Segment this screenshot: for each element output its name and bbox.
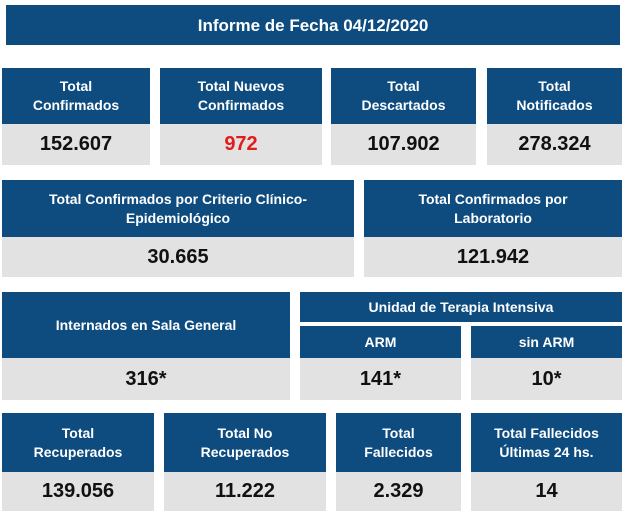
text: Informe de Fecha 04/12/2020	[197, 15, 429, 35]
card-value: 278.324	[487, 124, 622, 165]
text: 152.607	[39, 133, 113, 155]
text: 30.665	[147, 245, 209, 268]
card-header: Total Recuperados	[2, 413, 154, 472]
text: 972	[224, 133, 258, 155]
card-value: 139.056	[2, 472, 154, 511]
card-value: 107.902	[331, 124, 476, 165]
card-header: sin ARM	[471, 326, 622, 358]
card-value: 10*	[471, 358, 622, 400]
card-value: 972	[160, 124, 322, 165]
text: Total Confirmados por Criterio Clínico-	[49, 190, 307, 207]
title-bar: Informe de Fecha 04/12/2020	[6, 5, 620, 45]
card-value: 11.222	[164, 472, 326, 511]
text: Epidemiológico	[125, 209, 231, 226]
text: Recuperados	[200, 443, 290, 460]
card-header: Total Descartados	[331, 68, 476, 124]
text: Unidad de Terapia Intensiva	[368, 298, 554, 315]
uti-header: Unidad de Terapia Intensiva	[300, 292, 622, 322]
text: Recuperados	[33, 443, 123, 460]
card-header: Total No Recuperados	[164, 413, 326, 472]
text: Total	[387, 78, 420, 94]
text: 141*	[359, 367, 402, 390]
card-value: 30.665	[2, 237, 354, 277]
text: 139.056	[41, 480, 115, 502]
text: 278.324	[518, 133, 591, 155]
card-value: 14	[471, 472, 622, 511]
card-header: Total Fallecidos	[336, 413, 461, 472]
card-value: 316*	[2, 358, 290, 400]
text: 10*	[531, 367, 562, 390]
card-header: Total Notificados	[487, 68, 622, 124]
text: Internados en Sala General	[55, 316, 237, 333]
text: Total Confirmados por	[418, 190, 568, 207]
card-header: Total Confirmados por Criterio Clínico- E…	[2, 180, 354, 237]
card-header: Total Confirmados por Laboratorio	[364, 180, 622, 237]
card-value: 2.329	[336, 472, 461, 511]
text: Fallecidos	[364, 443, 433, 460]
text: 107.902	[367, 133, 440, 155]
text: Últimas 24 hs.	[499, 443, 594, 460]
text: Confirmados	[32, 97, 120, 113]
card-header: Internados en Sala General	[2, 292, 290, 358]
text: sin ARM	[518, 333, 575, 350]
text: Confirmados	[197, 97, 285, 113]
text: Total	[59, 78, 93, 94]
text: Total	[538, 78, 571, 94]
text: Descartados	[361, 97, 446, 113]
text: Total Fallecidos	[494, 424, 599, 441]
text: 2.329	[373, 480, 424, 502]
card-value: 141*	[300, 358, 461, 400]
text: 14	[535, 480, 558, 502]
text: 121.942	[456, 245, 530, 268]
text: Total	[61, 424, 95, 441]
text: 316*	[125, 367, 167, 390]
text: Notificados	[516, 97, 593, 113]
card-header: ARM	[300, 326, 461, 358]
card-header: Total Confirmados	[2, 68, 150, 124]
card-header: Total Nuevos Confirmados	[160, 68, 322, 124]
card-header: Total Fallecidos Últimas 24 hs.	[471, 413, 622, 472]
text: Total Nuevos	[197, 78, 285, 94]
text: Total No	[217, 424, 273, 441]
card-value: 152.607	[2, 124, 150, 165]
text: Laboratorio	[454, 209, 532, 226]
text: ARM	[364, 333, 397, 350]
card-value: 121.942	[364, 237, 622, 277]
text: Total	[382, 424, 415, 441]
text: 11.222	[214, 480, 276, 502]
